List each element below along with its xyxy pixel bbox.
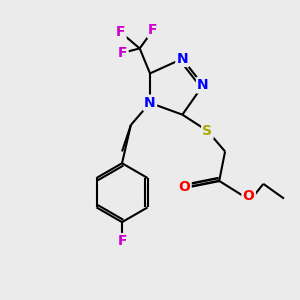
Text: S: S (202, 124, 212, 138)
Text: N: N (197, 78, 209, 92)
Text: O: O (178, 180, 190, 194)
Text: N: N (144, 96, 156, 110)
Text: O: O (243, 189, 255, 202)
Text: N: N (177, 52, 188, 66)
Text: F: F (148, 23, 158, 37)
Text: F: F (117, 234, 127, 248)
Text: F: F (118, 46, 128, 60)
Text: F: F (116, 25, 125, 39)
